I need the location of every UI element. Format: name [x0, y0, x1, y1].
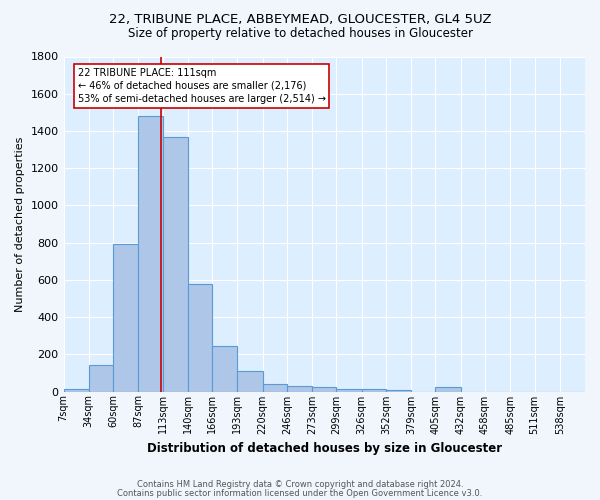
Text: 22 TRIBUNE PLACE: 111sqm
← 46% of detached houses are smaller (2,176)
53% of sem: 22 TRIBUNE PLACE: 111sqm ← 46% of detach…	[77, 68, 326, 104]
Bar	[64, 388, 89, 392]
X-axis label: Distribution of detached houses by size in Gloucester: Distribution of detached houses by size …	[147, 442, 502, 455]
Bar	[337, 389, 362, 392]
Y-axis label: Number of detached properties: Number of detached properties	[15, 136, 25, 312]
Bar	[263, 384, 287, 392]
Text: 22, TRIBUNE PLACE, ABBEYMEAD, GLOUCESTER, GL4 5UZ: 22, TRIBUNE PLACE, ABBEYMEAD, GLOUCESTER…	[109, 12, 491, 26]
Bar	[113, 244, 139, 392]
Bar	[188, 284, 212, 392]
Bar	[287, 386, 312, 392]
Bar	[312, 387, 337, 392]
Bar	[436, 387, 461, 392]
Bar	[362, 388, 386, 392]
Text: Contains public sector information licensed under the Open Government Licence v3: Contains public sector information licen…	[118, 489, 482, 498]
Text: Contains HM Land Registry data © Crown copyright and database right 2024.: Contains HM Land Registry data © Crown c…	[137, 480, 463, 489]
Bar	[386, 390, 411, 392]
Bar	[163, 136, 188, 392]
Text: Size of property relative to detached houses in Gloucester: Size of property relative to detached ho…	[128, 28, 473, 40]
Bar	[89, 366, 113, 392]
Bar	[212, 346, 238, 392]
Bar	[139, 116, 163, 392]
Bar	[238, 371, 263, 392]
